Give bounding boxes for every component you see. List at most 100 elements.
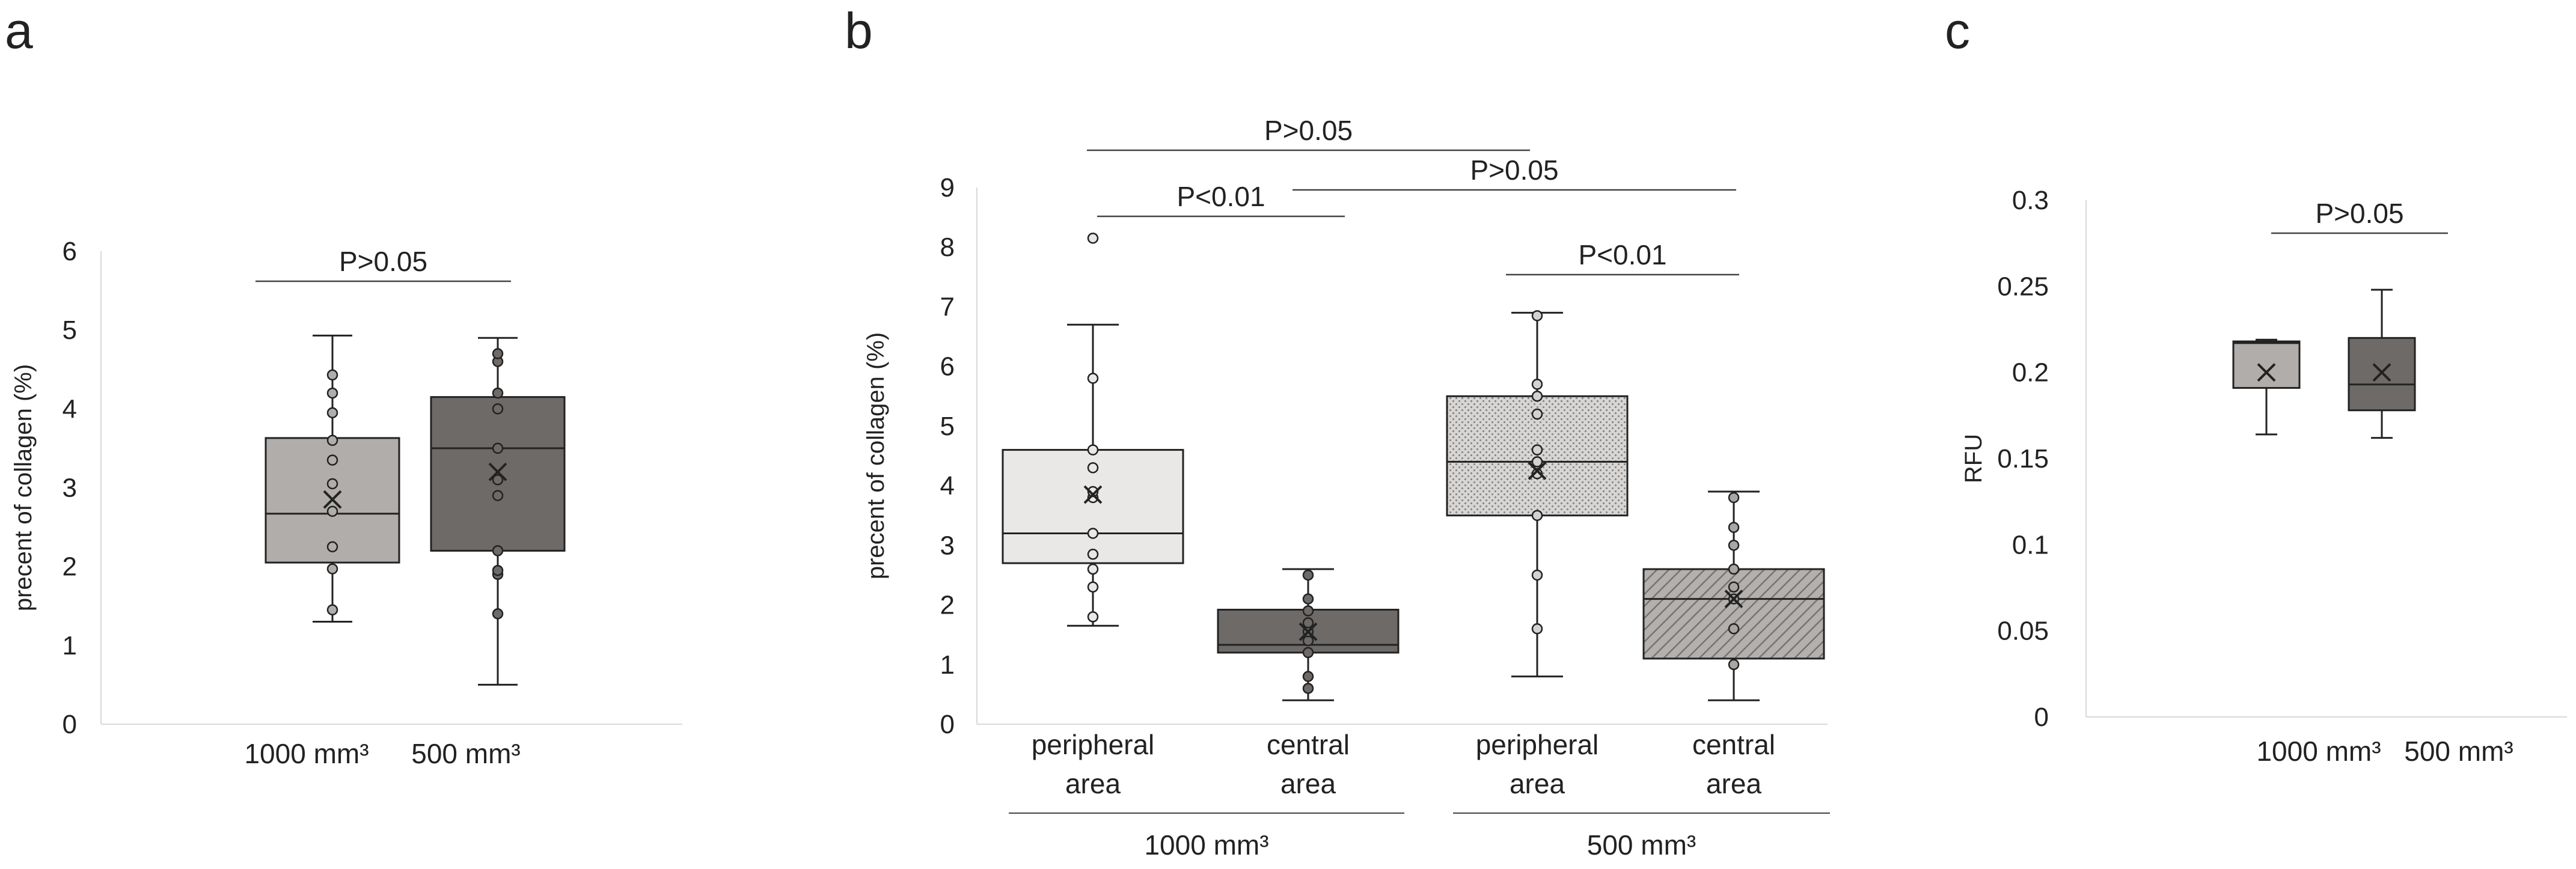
p-value-label: P<0.01 [1176, 181, 1265, 212]
box-group [265, 334, 400, 623]
panel-letter: c [1945, 2, 1970, 59]
category-label: 500 mm³ [411, 738, 520, 769]
data-point [1728, 623, 1740, 635]
data-point [1728, 522, 1740, 533]
data-point [326, 434, 338, 447]
data-point [326, 563, 338, 575]
data-point [1302, 671, 1314, 682]
box-group [1642, 490, 1825, 701]
data-point [1531, 510, 1543, 521]
data-point [326, 541, 338, 553]
data-point [1087, 462, 1099, 474]
box-group [2232, 338, 2301, 436]
y-tick-label: 0 [2034, 703, 2049, 732]
data-point [326, 387, 338, 399]
data-point [492, 545, 504, 556]
data-point [1087, 563, 1099, 575]
category-label: 1000 mm³ [2256, 736, 2381, 767]
box-group [2348, 288, 2416, 439]
y-tick-label: 1 [63, 631, 77, 660]
box-iqr [2232, 340, 2301, 389]
data-point [1087, 581, 1099, 593]
data-point [1087, 444, 1099, 456]
box-group [1217, 568, 1400, 701]
data-point [1302, 593, 1314, 605]
data-point [1531, 569, 1543, 581]
category-label: central [1692, 729, 1775, 760]
box-group [1446, 310, 1629, 678]
data-point [1531, 623, 1543, 635]
panel-letter: a [5, 2, 33, 59]
data-point [1531, 444, 1543, 456]
category-label: area [1706, 768, 1761, 799]
mean-marker [488, 462, 507, 481]
data-point [492, 608, 504, 620]
y-tick-label: 5 [940, 412, 955, 441]
data-point [492, 387, 504, 399]
y-tick-label: 0.2 [2012, 358, 2049, 388]
p-value-label: P>0.05 [339, 246, 427, 277]
mean-marker [2372, 363, 2391, 382]
category-label: area [1510, 768, 1565, 799]
y-tick-label: 4 [940, 471, 955, 501]
data-point [1728, 659, 1740, 671]
data-point [1728, 492, 1740, 504]
y-tick-label: 2 [63, 552, 77, 582]
box-group [1002, 233, 1184, 627]
p-value-label: P>0.05 [1470, 154, 1558, 186]
category-label: 500 mm³ [2404, 736, 2513, 767]
group-header-label: 1000 mm³ [1144, 829, 1268, 861]
y-tick-label: 3 [63, 474, 77, 503]
data-point [1302, 647, 1314, 659]
data-point [326, 454, 338, 466]
data-point [1728, 563, 1740, 575]
data-point [326, 407, 338, 419]
data-point [492, 490, 504, 501]
data-point [1531, 408, 1543, 420]
data-point [1531, 456, 1543, 468]
data-point [1728, 581, 1740, 593]
category-label: peripheral [1032, 729, 1155, 760]
data-point [1087, 611, 1099, 623]
y-tick-label: 0.3 [2012, 186, 2049, 215]
y-tick-label: 0.05 [1997, 617, 2049, 646]
p-value-label: P>0.05 [2315, 198, 2403, 229]
panel-a: a 0 1 2 3 4 5 6 precent of collagen (%) 1000 mm³ 5… [5, 2, 682, 769]
mean-marker [1724, 590, 1743, 609]
y-axis-label: RFU [1960, 434, 1987, 483]
data-point [1531, 379, 1543, 390]
y-tick-label: 0.25 [1997, 272, 2049, 301]
mean-marker [1299, 622, 1318, 641]
y-tick-label: 0.15 [1997, 444, 2049, 474]
data-point [1087, 528, 1099, 539]
data-point [492, 564, 504, 576]
category-label: area [1280, 768, 1336, 799]
mean-marker [1528, 461, 1547, 480]
data-point [1087, 548, 1099, 560]
data-point [1531, 391, 1543, 402]
category-label: peripheral [1476, 729, 1599, 760]
mean-marker [323, 490, 342, 509]
data-point [1087, 486, 1099, 498]
box-iqr [430, 396, 566, 552]
y-tick-label: 9 [940, 173, 955, 203]
data-point [1302, 635, 1314, 647]
data-point [492, 474, 504, 486]
data-point [326, 604, 338, 616]
y-tick-label: 1 [940, 650, 955, 680]
box-iqr [2348, 337, 2416, 412]
data-point [1087, 233, 1099, 244]
panel-c: c 0 0.05 0.1 0.15 0.2 0.25 0.3 RFU 1000 mm³ 500 mm… [1945, 2, 2567, 767]
category-label: central [1267, 729, 1350, 760]
data-point [1531, 310, 1543, 322]
mean-marker [1083, 485, 1103, 504]
data-point [326, 478, 338, 490]
data-point [1531, 468, 1543, 480]
p-value-label: P<0.01 [1578, 239, 1666, 270]
category-label: 1000 mm³ [244, 738, 369, 769]
panel-letter: b [845, 2, 873, 59]
y-tick-label: 0 [940, 710, 955, 739]
y-tick-label: 2 [940, 591, 955, 620]
